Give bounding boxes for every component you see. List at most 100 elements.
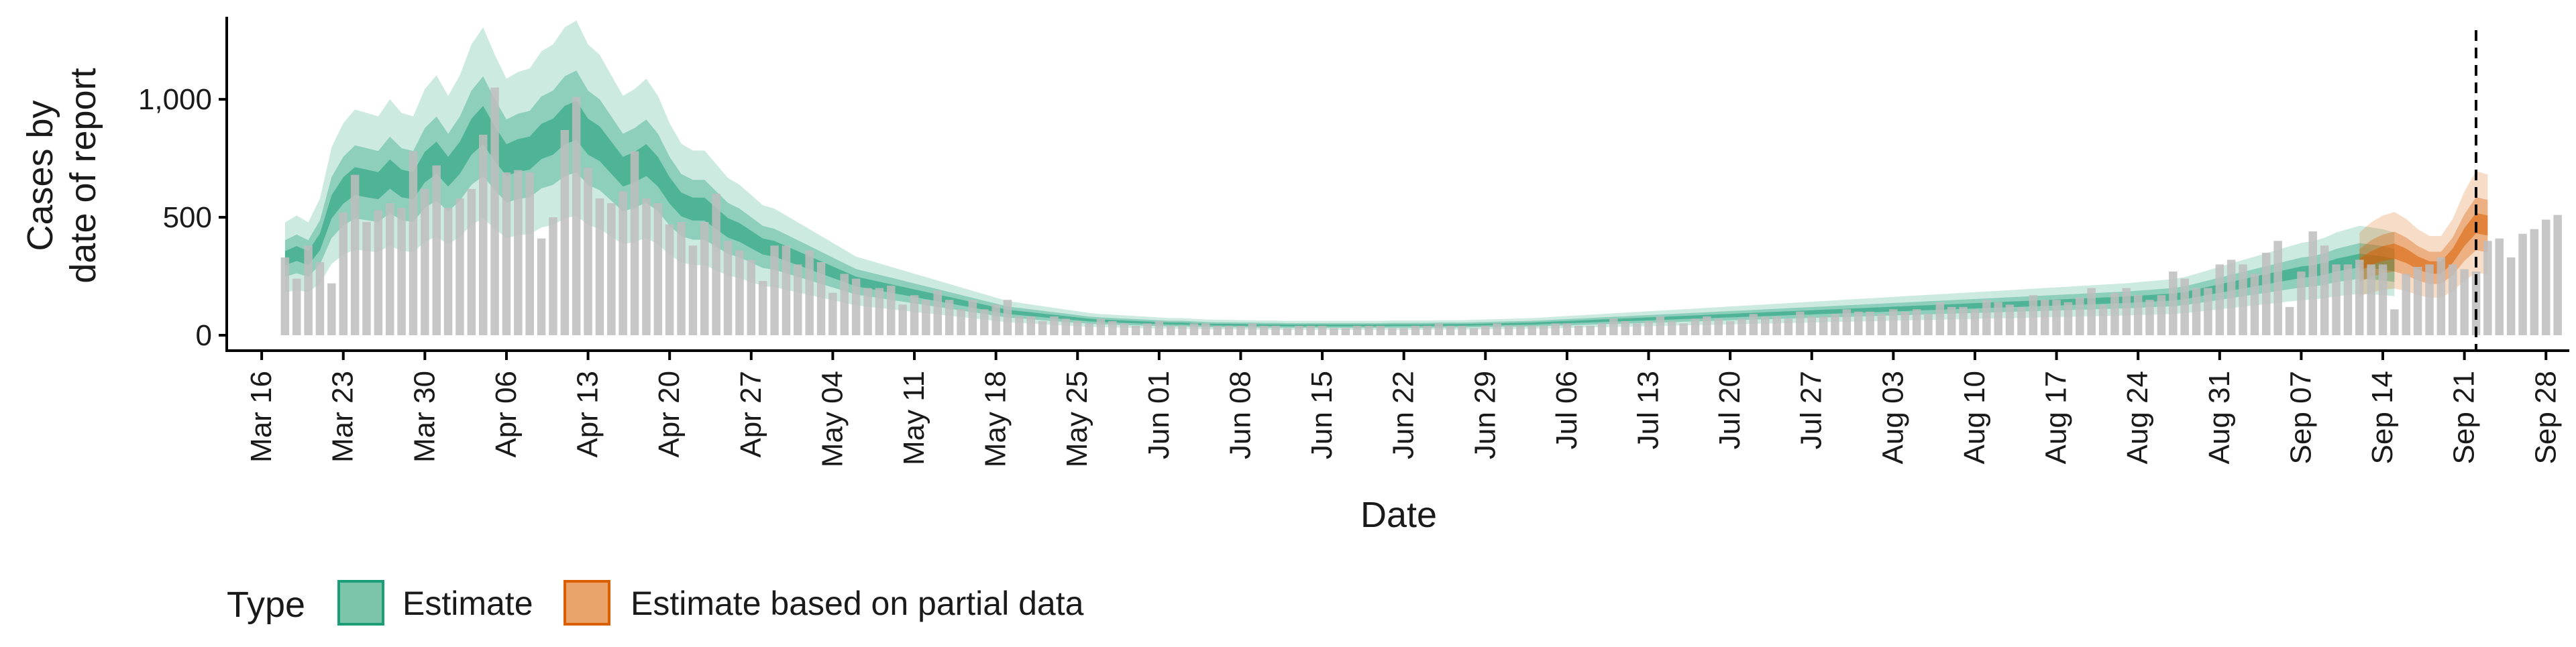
observed-bar <box>2226 259 2236 335</box>
observed-bar <box>2495 238 2504 335</box>
observed-bar <box>1924 314 1933 335</box>
y-axis-title-line-2: date of report <box>63 68 103 283</box>
observed-bar <box>2413 267 2422 335</box>
observed-bar <box>1982 300 1991 335</box>
observed-bar <box>688 245 698 335</box>
observed-bar <box>1050 316 1059 335</box>
observed-bar <box>1085 323 1093 335</box>
y-axis-title-line-1: Cases by <box>20 100 60 251</box>
observed-bar <box>2017 306 2026 335</box>
observed-bar <box>1784 318 1793 335</box>
observed-bar <box>2367 264 2375 335</box>
observed-bar <box>2076 297 2084 335</box>
observed-bar <box>421 188 429 335</box>
observed-bar <box>1644 320 1653 335</box>
observed-bar <box>2483 241 2492 335</box>
observed-bar <box>1539 325 1548 335</box>
observed-bar <box>1866 311 1874 335</box>
observed-bar <box>945 300 954 335</box>
observed-bar <box>2122 288 2131 335</box>
observed-bar <box>362 222 371 335</box>
x-tick-label: Aug 31 <box>2203 371 2236 464</box>
observed-bar <box>1935 302 1945 335</box>
legend-title: Type <box>227 585 305 625</box>
observed-bar <box>467 188 476 335</box>
legend-key-partial <box>564 580 610 626</box>
observed-bar <box>1970 309 1980 335</box>
x-tick-label: Sep 28 <box>2529 371 2562 464</box>
observed-bar <box>723 241 733 335</box>
x-tick-label: Jul 20 <box>1713 371 1746 449</box>
observed-bar <box>1061 318 1071 335</box>
observed-bar <box>1632 323 1642 335</box>
observed-bar <box>1947 306 1956 335</box>
observed-bar <box>1167 325 1175 335</box>
observed-bar <box>1120 323 1128 335</box>
observed-bar <box>2169 272 2178 335</box>
legend-key-estimate <box>337 580 384 626</box>
x-tick-label: Sep 07 <box>2284 371 2317 464</box>
observed-bar <box>2542 219 2551 335</box>
observed-bar <box>537 238 546 335</box>
observed-bar <box>1597 323 1607 335</box>
observed-bar <box>2553 215 2562 335</box>
observed-bar <box>572 97 581 335</box>
observed-bar <box>1352 325 1362 335</box>
observed-bar <box>1703 316 1711 335</box>
observed-bar <box>2308 231 2317 335</box>
observed-bar <box>1213 325 1222 335</box>
observed-bar <box>2320 245 2329 335</box>
observed-bars <box>280 87 2562 335</box>
observed-bar <box>1772 316 1781 335</box>
observed-bar <box>2436 257 2446 335</box>
observed-bar <box>1912 309 1921 335</box>
observed-bar <box>957 309 965 335</box>
observed-bar <box>712 193 720 335</box>
observed-bar <box>782 245 791 335</box>
observed-bar <box>2041 300 2049 335</box>
observed-bar <box>758 281 767 335</box>
observed-bar <box>1189 323 1199 335</box>
observed-bar <box>1399 328 1408 335</box>
observed-bar <box>2285 306 2294 335</box>
observed-bar <box>1854 311 1863 335</box>
observed-bar <box>1038 320 1047 335</box>
observed-bar <box>1364 325 1373 335</box>
observed-bar <box>2402 274 2410 335</box>
observed-bar <box>910 295 919 335</box>
observed-bar <box>642 198 651 335</box>
observed-bar <box>700 222 709 335</box>
observed-bar <box>2192 288 2201 335</box>
x-tick-label: Apr 27 <box>735 371 767 458</box>
x-tick-label: Mar 23 <box>327 371 360 463</box>
observed-bar <box>2098 304 2108 335</box>
observed-bar <box>1306 325 1315 335</box>
observed-bar <box>1376 325 1385 335</box>
observed-bar <box>339 213 347 335</box>
x-tick-label: Jul 13 <box>1632 371 1665 449</box>
observed-bar <box>1504 325 1513 335</box>
observed-bar <box>2215 264 2224 335</box>
observed-bar <box>968 300 977 335</box>
observed-bar <box>1108 320 1117 335</box>
observed-bar <box>828 292 837 335</box>
observed-bar <box>584 168 592 335</box>
observed-bar <box>479 134 488 335</box>
y-tick-label: 0 <box>196 319 212 352</box>
observed-bar <box>1178 325 1187 335</box>
observed-bar <box>1609 318 1618 335</box>
observed-bar <box>1224 325 1234 335</box>
observed-bar <box>980 309 989 335</box>
observed-bar <box>397 208 406 335</box>
observed-bar <box>2355 259 2364 335</box>
x-tick-label: May 04 <box>816 371 849 467</box>
observed-bar <box>2425 264 2434 335</box>
observed-bar <box>2297 272 2306 335</box>
observed-bar <box>630 151 639 335</box>
observed-bar <box>1516 325 1525 335</box>
observed-bar <box>1842 309 1851 335</box>
observed-bar <box>2460 269 2469 335</box>
observed-bar <box>2471 272 2481 335</box>
observed-bar <box>525 172 534 335</box>
